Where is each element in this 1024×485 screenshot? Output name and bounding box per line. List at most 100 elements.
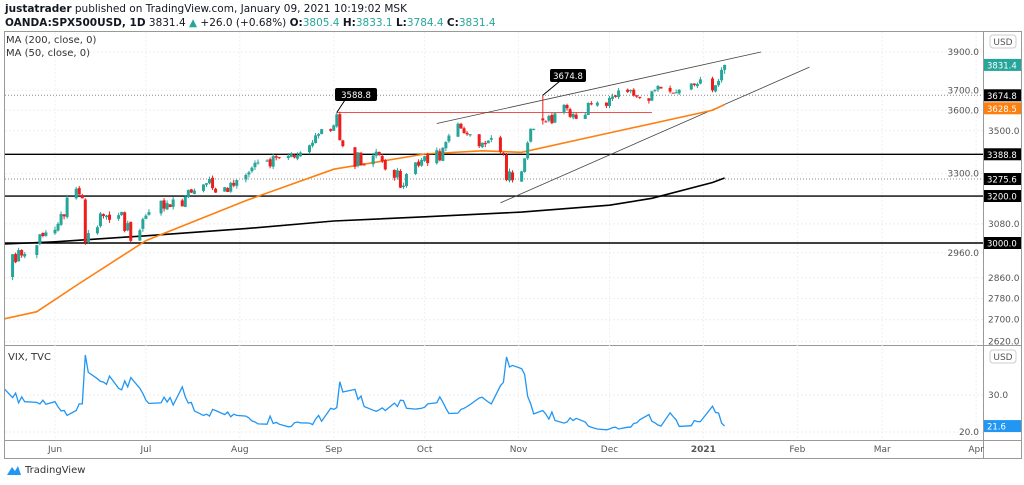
candle-body — [611, 96, 615, 99]
candle-body — [562, 104, 566, 113]
price-pane[interactable]: 3588.8 3674.8 — [0, 51, 983, 320]
candle-body — [120, 211, 124, 215]
price-tick-label: 3700.0 — [948, 86, 980, 96]
candle-body — [723, 64, 727, 70]
candle-body — [268, 159, 272, 167]
candle-body — [441, 147, 445, 161]
symbol-info: OANDA:SPX500USD, 1D 3831.4 ▲ +26.0 (+0.6… — [5, 17, 496, 29]
candle-body — [617, 90, 621, 98]
vix-last-badge-label: 21.6 — [987, 423, 1006, 433]
time-tick-label: Apr — [968, 445, 984, 455]
candle-body — [80, 195, 84, 199]
candle-body — [698, 79, 702, 84]
candle-body — [508, 171, 511, 181]
candle-body — [356, 152, 360, 166]
candle-body — [38, 234, 42, 244]
vix-currency-button[interactable] — [989, 349, 1017, 364]
price-tick-label: 2780.0 — [988, 294, 1020, 304]
candle-body — [362, 164, 366, 166]
candle-body — [201, 184, 205, 191]
currency-button[interactable] — [989, 34, 1017, 49]
level-3388.8-badge — [984, 148, 1021, 161]
ma50-line — [5, 103, 725, 320]
candle-body — [311, 142, 315, 146]
candle-body — [308, 145, 312, 153]
candle-body — [126, 223, 130, 231]
level-3275.6-badge — [984, 173, 1021, 186]
price-tick-label: 3300.0 — [948, 170, 980, 180]
candle-body — [74, 188, 78, 199]
candle-body — [380, 156, 384, 162]
candle-body — [420, 159, 424, 166]
candle-body — [526, 142, 530, 159]
author-name[interactable]: justatrader — [5, 3, 72, 15]
candle-body — [138, 230, 142, 241]
candle-body — [374, 151, 378, 156]
candle-body — [483, 142, 487, 145]
price-tick-label: 3900.0 — [948, 48, 980, 58]
candle-body — [689, 83, 693, 90]
candle-body — [95, 227, 99, 234]
candle-body — [162, 200, 166, 209]
publish-text: published on TradingView.com, January 09… — [74, 3, 407, 15]
last-price-badge-label: 3831.4 — [987, 61, 1017, 71]
time-tick-label: Aug — [231, 445, 249, 455]
candle-body — [129, 221, 133, 241]
candle-body — [317, 134, 321, 136]
vix-last-badge — [984, 420, 1021, 433]
candle-body — [456, 123, 460, 137]
candle-body — [444, 142, 448, 149]
candle-body — [547, 115, 551, 121]
candle-body — [247, 172, 251, 175]
candle-body — [529, 128, 533, 142]
candle-body — [11, 254, 15, 278]
vix-pane[interactable] — [1, 354, 726, 431]
channel-upper-line — [436, 51, 762, 124]
legend-ma200[interactable]: MA (200, close, 0) — [6, 35, 97, 46]
candle-body — [383, 159, 387, 170]
candle-body — [98, 213, 102, 227]
candle-body — [141, 219, 145, 229]
legend-vix[interactable]: VIX, TVC — [8, 352, 51, 363]
candle-body — [295, 155, 299, 159]
time-tick-label: Jun — [47, 445, 62, 455]
tradingview-brand: TradingView — [25, 464, 86, 476]
ma200-line — [5, 177, 725, 245]
close-value: 3831.4 — [458, 17, 496, 29]
level-3000.0-badge-label: 3000.0 — [987, 240, 1017, 250]
high-label: H: — [342, 17, 356, 29]
tradingview-logo[interactable]: TradingView — [6, 464, 85, 476]
candle-body — [520, 171, 524, 182]
candle-body — [614, 95, 618, 97]
candle-body — [501, 152, 505, 154]
ma50-value-badge-label: 3628.5 — [987, 105, 1017, 115]
candle-body — [692, 83, 696, 86]
candle-body — [83, 199, 87, 243]
symbol-name[interactable]: OANDA:SPX500USD, 1D — [5, 17, 146, 29]
candle-body — [232, 182, 236, 186]
candle-body — [377, 151, 381, 156]
candle-body — [586, 103, 590, 115]
publish-info: justatrader published on TradingView.com… — [5, 3, 407, 15]
candle-body — [117, 215, 121, 219]
candle-body — [659, 86, 663, 89]
candle-body — [404, 174, 408, 187]
candle-body — [208, 178, 212, 184]
low-label: L: — [395, 17, 407, 29]
candle-body — [426, 155, 430, 164]
time-tick-label: Dec — [601, 445, 618, 455]
candle-body — [123, 212, 127, 231]
candle-body — [147, 212, 151, 215]
legend-ma50[interactable]: MA (50, close, 0) — [6, 48, 91, 59]
time-tick-label: Mar — [874, 445, 891, 455]
candle-body — [595, 102, 599, 106]
candle-body — [353, 147, 357, 167]
candle-body — [447, 135, 451, 142]
candle-body — [462, 128, 466, 134]
annotation-nov-high-label: 3674.8 — [553, 72, 583, 82]
candle-body — [289, 154, 293, 157]
candle-body — [17, 250, 21, 262]
candle-body — [62, 214, 66, 217]
candle-body — [647, 98, 651, 101]
